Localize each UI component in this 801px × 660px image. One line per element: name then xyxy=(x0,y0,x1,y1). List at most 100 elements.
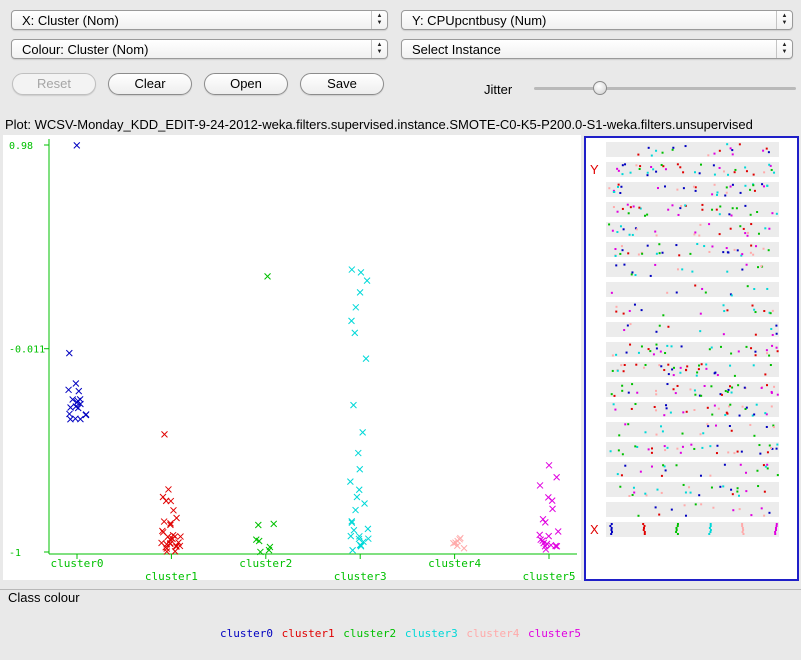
attribute-bar-dot xyxy=(729,364,732,367)
data-point xyxy=(169,531,177,539)
attribute-bar-dot xyxy=(624,163,627,166)
legend-item-cluster2[interactable]: cluster2 xyxy=(343,627,397,640)
attribute-bar-dot xyxy=(666,344,669,347)
class-bar-dot xyxy=(709,525,712,527)
attribute-bar-dot xyxy=(676,188,679,191)
attribute-bar-dot xyxy=(623,329,626,332)
attribute-bar-dot xyxy=(775,346,778,349)
attribute-bar-dot xyxy=(763,171,766,174)
attribute-bar-dot xyxy=(617,449,620,452)
attribute-bar xyxy=(606,282,779,297)
attribute-bar-dot xyxy=(641,252,644,255)
attribute-bar-dot xyxy=(666,291,669,294)
data-point xyxy=(163,545,171,552)
attribute-bar-dot xyxy=(655,393,658,396)
instance-select[interactable]: Select Instance ▲ ▼ xyxy=(401,39,793,59)
attribute-bar xyxy=(606,202,779,217)
data-point xyxy=(349,546,356,554)
attribute-bar-dot xyxy=(663,465,666,468)
scatter-plot[interactable]: 0.98 -0.011 -1 cluster0 cluster1 cluster2 clus… xyxy=(3,135,581,580)
x-axis-select-value: X: Cluster (Nom) xyxy=(22,13,119,28)
attribute-bar-dot xyxy=(623,363,626,366)
data-point xyxy=(167,497,175,505)
class-bar-dot xyxy=(709,523,712,525)
attribute-bar-dot xyxy=(662,464,665,467)
legend-item-cluster4[interactable]: cluster4 xyxy=(466,627,520,640)
attribute-bar-dot xyxy=(677,213,680,216)
attribute-bars-panel[interactable]: Y X xyxy=(584,136,799,581)
attribute-bar-dot xyxy=(727,451,730,454)
attribute-bar-dot xyxy=(664,185,667,188)
attribute-bar-dot xyxy=(619,191,622,194)
x-axis-select[interactable]: X: Cluster (Nom) ▲ ▼ xyxy=(11,10,388,30)
attribute-bar-dot xyxy=(655,149,658,152)
attribute-bar-dot xyxy=(671,148,674,151)
attribute-bar-dot xyxy=(612,206,615,209)
jitter-slider-knob[interactable] xyxy=(592,81,607,95)
attribute-bar-dot xyxy=(631,493,634,496)
legend-item-cluster5[interactable]: cluster5 xyxy=(528,627,582,640)
data-point xyxy=(450,539,457,547)
data-point xyxy=(456,535,463,543)
attribute-bar-dot xyxy=(652,353,655,356)
data-point xyxy=(347,478,354,485)
attribute-bar-dot xyxy=(705,367,708,370)
attribute-bar-dot xyxy=(771,309,774,312)
attribute-bar-dot xyxy=(749,251,752,254)
attribute-bar-dot xyxy=(693,171,696,174)
open-button[interactable]: Open xyxy=(204,73,288,95)
class-bar-dot xyxy=(642,527,645,529)
attribute-bar-dot xyxy=(750,514,753,517)
attribute-bar-dot xyxy=(662,314,665,317)
legend-item-cluster0[interactable]: cluster0 xyxy=(219,627,273,640)
attribute-bar-dot xyxy=(638,167,641,170)
attribute-bar-dot xyxy=(772,426,775,429)
data-point xyxy=(82,411,90,418)
attribute-bar-dot xyxy=(612,189,615,192)
clear-button[interactable]: Clear xyxy=(108,73,192,95)
attribute-bar-dot xyxy=(709,445,712,448)
data-point xyxy=(361,500,368,507)
attribute-bar-dot xyxy=(658,513,661,516)
attribute-bar-dot xyxy=(681,445,684,448)
legend-item-cluster3[interactable]: cluster3 xyxy=(404,627,458,640)
attribute-bar-dot xyxy=(650,154,653,157)
attribute-bar-dot xyxy=(745,263,748,266)
data-point xyxy=(539,515,547,523)
y-axis-select[interactable]: Y: CPUpcntbusy (Num) ▲ ▼ xyxy=(401,10,793,30)
attribute-bar-dot xyxy=(615,264,618,267)
attribute-bar-dot xyxy=(681,268,684,271)
save-button[interactable]: Save xyxy=(300,73,384,95)
attribute-bar-dot xyxy=(775,447,778,450)
jitter-slider-track[interactable] xyxy=(534,87,796,90)
attribute-bar-dot xyxy=(710,385,713,388)
attribute-bar xyxy=(606,502,779,517)
attribute-bar-dot xyxy=(699,312,702,315)
attribute-bar-dot xyxy=(737,384,740,387)
y-axis-select-value: Y: CPUpcntbusy (Num) xyxy=(412,13,547,28)
reset-button[interactable]: Reset xyxy=(12,73,96,95)
attribute-bar-dot xyxy=(634,403,637,406)
class-bar-dot xyxy=(708,533,711,535)
attribute-bar-dot xyxy=(640,345,643,348)
legend-item-cluster1[interactable]: cluster1 xyxy=(281,627,335,640)
attribute-bar-dot xyxy=(621,173,624,176)
attribute-bar-dot xyxy=(762,464,765,467)
data-point xyxy=(357,269,365,276)
attribute-bar-dot xyxy=(698,494,701,497)
attribute-bar-dot xyxy=(763,514,766,517)
data-point xyxy=(362,355,370,363)
class-bar-dot xyxy=(676,523,679,525)
attribute-bar-dot xyxy=(644,492,647,495)
attribute-bar-dot xyxy=(694,393,697,396)
data-point xyxy=(348,518,356,525)
attribute-bar-dot xyxy=(701,287,704,290)
attribute-bar-dot xyxy=(620,245,623,248)
attribute-bar-dot xyxy=(750,347,753,350)
attribute-bar-dot xyxy=(768,311,771,314)
attribute-bar-dot xyxy=(680,205,683,208)
attribute-bar-dot xyxy=(629,171,632,174)
attribute-bar-dot xyxy=(639,207,642,210)
colour-select[interactable]: Colour: Cluster (Nom) ▲ ▼ xyxy=(11,39,388,59)
x-tick-label: cluster3 xyxy=(334,570,387,580)
